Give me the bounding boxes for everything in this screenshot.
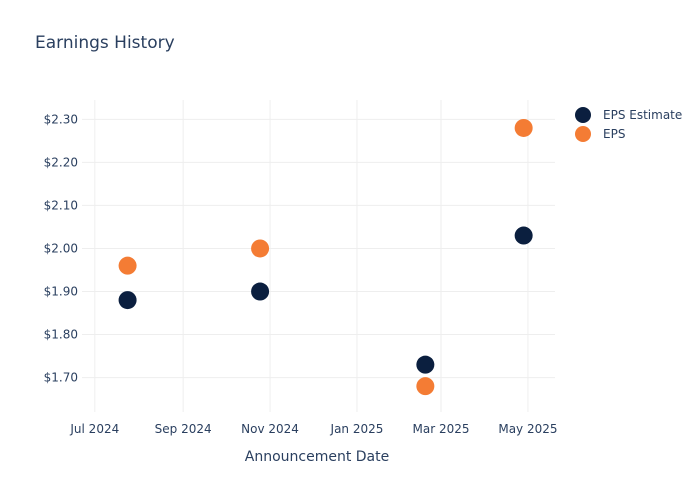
y-tick-label: $1.70 (44, 371, 78, 385)
y-tick-label: $1.90 (44, 285, 78, 299)
y-tick-label: $2.30 (44, 112, 78, 126)
y-tick-label: $1.80 (44, 328, 78, 342)
y-tick-label: $2.00 (44, 241, 78, 255)
data-point[interactable] (514, 118, 533, 137)
legend-item[interactable]: EPS Estimate (575, 107, 682, 123)
x-axis-title: Announcement Date (245, 449, 389, 465)
series-eps (118, 118, 533, 396)
data-point[interactable] (416, 355, 435, 374)
data-point[interactable] (251, 282, 270, 301)
grid-lines (82, 100, 555, 412)
data-points (118, 118, 533, 396)
x-tick-label: Nov 2024 (241, 422, 299, 436)
legend-item[interactable]: EPS (575, 126, 625, 142)
legend-label: EPS (603, 127, 625, 141)
data-point[interactable] (416, 377, 435, 396)
y-tick-label: $2.20 (44, 155, 78, 169)
y-axis-ticks: $1.70 $1.80 $1.90 $2.00 $2.10 $2.20 $2.30 (44, 112, 78, 384)
data-point[interactable] (251, 239, 270, 258)
legend-marker (575, 126, 591, 142)
x-tick-label: Mar 2025 (413, 422, 470, 436)
x-tick-label: Jan 2025 (330, 422, 384, 436)
chart-title: Earnings History (35, 33, 175, 53)
legend-label: EPS Estimate (603, 108, 682, 122)
x-tick-label: May 2025 (498, 422, 557, 436)
x-axis-ticks: Jul 2024 Sep 2024 Nov 2024 Jan 2025 Mar 2025… (69, 422, 557, 436)
y-tick-label: $2.10 (44, 198, 78, 212)
data-point[interactable] (514, 226, 533, 245)
data-point[interactable] (118, 291, 137, 310)
legend[interactable]: EPS Estimate EPS (575, 107, 682, 142)
legend-marker (575, 107, 591, 123)
x-tick-label: Jul 2024 (69, 422, 119, 436)
data-point[interactable] (118, 256, 137, 275)
x-tick-label: Sep 2024 (155, 422, 212, 436)
series-eps-estimate (118, 226, 533, 374)
